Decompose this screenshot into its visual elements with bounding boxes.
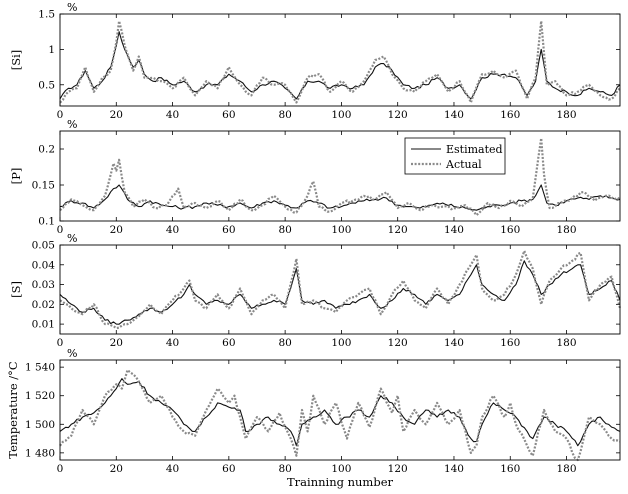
x-tick-label: 0: [57, 463, 64, 475]
x-tick-label: 140: [444, 337, 464, 349]
series-actual-line: [59, 20, 621, 104]
y-tick-label: 0.5: [38, 79, 55, 91]
x-tick-label: 160: [500, 463, 520, 475]
series-estimated-line: [59, 31, 621, 100]
x-tick-label: 60: [222, 224, 235, 236]
y-tick-label: 0.1: [38, 216, 55, 228]
panel-4: 0 20 40 60 80 100 120 140 160 180 1 480 1 500 1 520 1…: [6, 347, 621, 475]
x-tick-label: 80: [278, 337, 291, 349]
x-tick-label: 20: [110, 109, 123, 121]
panel-2: 0 20 40 60 80 100 120 140 160 180 0.1 0.15 0.2% [P] Es…: [9, 118, 621, 236]
x-tick-label: 160: [500, 224, 520, 236]
x-tick-label: 80: [278, 224, 291, 236]
unit-label: %: [67, 118, 77, 131]
y-tick-label: 1 540: [25, 362, 55, 374]
x-tick-label: 0: [57, 224, 64, 236]
series-estimated-line: [59, 184, 621, 211]
x-tick-label: 40: [166, 463, 179, 475]
y-tick-label: 1 500: [25, 419, 55, 431]
x-axis-label: Trainning number: [287, 475, 394, 489]
y-tick-label: 1 520: [25, 390, 55, 402]
x-tick-label: 120: [388, 109, 408, 121]
series-actual-line: [59, 249, 622, 330]
panel-3: 0 20 40 60 80 100 120 140 160 180 0.01 0.02 0.03 0.04…: [9, 232, 622, 349]
x-tick-label: 60: [222, 109, 235, 121]
x-tick-label: 20: [110, 463, 123, 475]
x-tick-label: 100: [331, 109, 351, 121]
x-tick-label: 100: [331, 224, 351, 236]
y-tick-label: 0.02: [32, 299, 55, 311]
x-tick-label: 140: [444, 224, 464, 236]
y-axis-label: [P]: [9, 168, 23, 185]
x-tick-label: 100: [331, 463, 351, 475]
x-tick-label: 120: [388, 224, 408, 236]
x-tick-label: 20: [110, 224, 123, 236]
axes-frame: [59, 244, 621, 335]
y-axis-label: [Si]: [9, 50, 23, 71]
x-tick-label: 0: [57, 109, 64, 121]
axes-frame: [59, 130, 621, 222]
y-tick-label: 1.5: [38, 9, 55, 21]
y-tick-label: 1: [48, 44, 55, 56]
x-tick-label: 80: [278, 109, 291, 121]
x-tick-label: 180: [557, 337, 577, 349]
y-axis-label: Temperature /°C: [6, 361, 20, 459]
y-tick-label: 1 480: [25, 447, 55, 459]
x-tick-label: 40: [166, 337, 179, 349]
panels: 0 20 40 60 80 100 120 140 160 180 0.5 1 1.5% [Si] 0 20 4…: [6, 1, 622, 475]
x-tick-label: 60: [222, 337, 235, 349]
x-tick-label: 180: [557, 463, 577, 475]
x-tick-label: 0: [57, 337, 64, 349]
series-estimated-line: [59, 378, 621, 447]
x-tick-label: 180: [557, 224, 577, 236]
x-tick-label: 120: [388, 463, 408, 475]
series-actual-line: [59, 368, 621, 462]
y-axis-label: [S]: [9, 281, 23, 298]
x-tick-label: 180: [557, 109, 577, 121]
unit-label: %: [67, 1, 77, 14]
unit-label: %: [67, 347, 77, 360]
x-tick-label: 140: [444, 109, 464, 121]
x-tick-label: 140: [444, 463, 464, 475]
y-tick-label: 0.15: [32, 180, 55, 192]
y-tick-label: 0.2: [38, 144, 55, 156]
x-tick-label: 100: [331, 337, 351, 349]
unit-label: %: [67, 232, 77, 245]
x-tick-label: 40: [166, 109, 179, 121]
axes-frame: [59, 359, 621, 461]
y-tick-label: 0.03: [32, 279, 55, 291]
y-tick-label: 0.05: [32, 240, 55, 252]
legend-box: [404, 137, 506, 175]
series-estimated-line: [59, 260, 621, 325]
legend: Estimated Actual: [404, 137, 506, 175]
x-tick-label: 160: [500, 109, 520, 121]
panel-1: 0 20 40 60 80 100 120 140 160 180 0.5 1 1.5% [Si]: [9, 1, 621, 121]
x-tick-label: 40: [166, 224, 179, 236]
legend-label-estimated: Estimated: [446, 143, 503, 156]
x-tick-label: 160: [500, 337, 520, 349]
x-tick-label: 20: [110, 337, 123, 349]
series-actual-line: [59, 137, 621, 217]
y-tick-label: 0.01: [32, 319, 55, 331]
x-tick-label: 80: [278, 463, 291, 475]
legend-label-actual: Actual: [445, 158, 482, 171]
x-tick-label: 120: [388, 337, 408, 349]
y-tick-label: 0.04: [32, 259, 56, 271]
axes-frame: [59, 13, 621, 107]
x-tick-label: 60: [222, 463, 235, 475]
